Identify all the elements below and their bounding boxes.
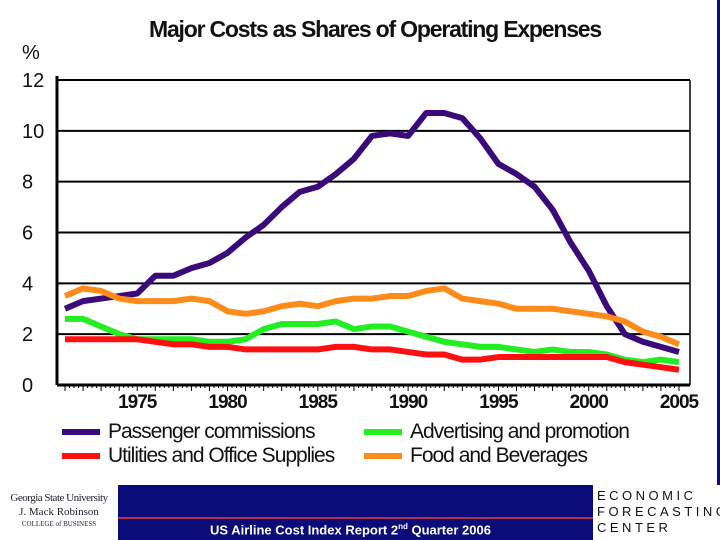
legend-label: Advertising and promotion <box>410 420 630 443</box>
x-tick-label: 2005 <box>660 392 700 413</box>
page-border <box>717 0 720 485</box>
legend-swatch <box>364 453 402 459</box>
series-line <box>65 336 680 373</box>
legend-label: Utilities and Office Supplies <box>108 444 335 467</box>
gsu-logo: Georgia State University J. Mack Robinso… <box>0 485 118 540</box>
chart: 0 2 4 6 8 10 12 1975 1980 1985 1990 1995 2000 2005 <box>22 70 701 413</box>
y-tick-label: 2 <box>22 324 33 346</box>
y-tick-label: 10 <box>22 121 44 143</box>
x-tick-label: 1980 <box>208 392 247 413</box>
chart-title: Major Costs as Shares of Operating Expen… <box>148 16 602 42</box>
series-line <box>65 315 680 366</box>
efc-logo: ECONOMIC FORECASTING CENTER <box>593 485 720 540</box>
legend-item: Advertising and promotion <box>364 420 630 444</box>
y-tick-label: 12 <box>22 70 44 92</box>
y-axis-label: % <box>22 42 40 64</box>
legend-swatch <box>62 429 100 435</box>
x-tick-label: 2000 <box>570 392 609 413</box>
footer-banner: Georgia State University J. Mack Robinso… <box>0 485 720 540</box>
legend-swatch <box>62 453 100 459</box>
x-tick-label: 1985 <box>299 392 339 413</box>
legend-label: Passenger commissions <box>108 420 316 443</box>
y-tick-label: 4 <box>22 273 33 295</box>
series-line <box>63 285 681 348</box>
y-tick-label: 6 <box>22 223 33 245</box>
x-tick-label: 1995 <box>479 392 519 413</box>
series-line <box>63 110 680 355</box>
legend-swatch <box>364 429 402 435</box>
y-tick-label: 0 <box>22 375 33 397</box>
report-title: US Airline Cost Index Report 2nd Quarter… <box>210 522 491 538</box>
legend-item: Passenger commissions <box>62 420 316 444</box>
legend-item: Food and Beverages <box>364 444 588 468</box>
divider <box>118 517 593 519</box>
legend-item: Utilities and Office Supplies <box>62 444 335 468</box>
x-tick-label: 1975 <box>118 392 158 413</box>
x-tick-label: 1990 <box>389 392 428 413</box>
y-tick-label: 8 <box>22 172 33 194</box>
legend-label: Food and Beverages <box>410 444 588 467</box>
